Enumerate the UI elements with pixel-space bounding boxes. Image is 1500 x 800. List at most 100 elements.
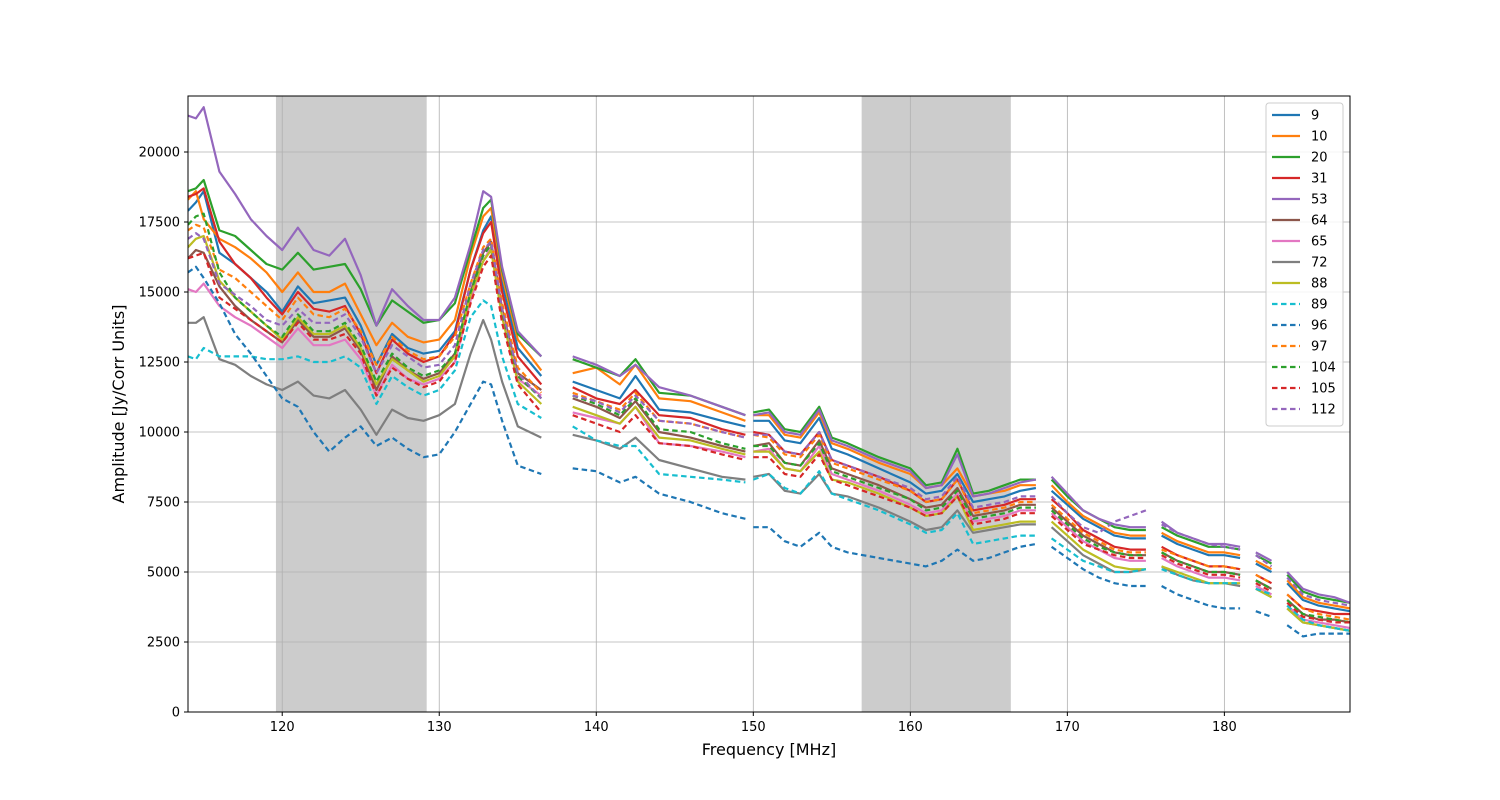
series-line-10 (572, 363, 746, 422)
series-line-31 (572, 386, 746, 436)
series-line-105 (1255, 582, 1273, 593)
series-line-89 (1161, 568, 1241, 585)
y-tick-label: 2500 (147, 636, 180, 651)
series-line-104 (1255, 579, 1273, 590)
x-tick-label: 140 (584, 720, 609, 735)
series-line-105 (1286, 601, 1350, 624)
series-line-96 (188, 265, 542, 476)
series-line-112 (188, 232, 543, 400)
series-line-72 (188, 316, 542, 439)
series-line-31 (188, 187, 543, 386)
series-line-112 (1050, 495, 1147, 534)
legend-label-64: 64 (1311, 214, 1328, 229)
series-line-96 (1255, 610, 1272, 618)
series-line-112 (572, 394, 746, 439)
y-tick-label: 20000 (139, 146, 180, 161)
y-tick-label: 5000 (147, 566, 180, 581)
series-line-112 (753, 430, 1036, 509)
series-line-10 (1255, 559, 1273, 571)
x-tick-label: 180 (1212, 720, 1237, 735)
series-line-105 (572, 414, 746, 462)
series-line-104 (188, 212, 543, 400)
x-axis-label: Frequency [MHz] (702, 740, 836, 759)
series-line-96 (1050, 545, 1146, 588)
grid-lines (188, 96, 1350, 713)
series-line-97 (1255, 573, 1273, 585)
series-line-9 (572, 374, 746, 428)
series-line-96 (753, 526, 1037, 568)
series-line-64 (1161, 551, 1241, 576)
x-tick-label: 150 (741, 720, 766, 735)
series-line-89 (1255, 587, 1272, 596)
y-tick-label: 15000 (139, 286, 180, 301)
series-line-97 (1050, 503, 1146, 554)
series-line-89 (1286, 604, 1350, 632)
series-line-20 (1161, 526, 1241, 551)
series-line-9 (753, 416, 1037, 504)
legend: 9 10 20 31 53 64 65 72 88 89 96 97 104 105 112 (1265, 102, 1344, 427)
series-line-53 (572, 355, 746, 417)
series-104 (188, 212, 1350, 624)
series-line-20 (188, 178, 543, 358)
y-tick-label: 0 (172, 706, 180, 721)
series-line-105 (188, 251, 543, 414)
series-line-104 (1286, 599, 1350, 624)
legend-label-53: 53 (1311, 193, 1328, 208)
series-line-89 (752, 470, 1036, 546)
series-line-89 (1050, 537, 1147, 574)
series-line-88 (1050, 520, 1146, 571)
y-axis-label: Amplitude [Jy/Corr Units] (109, 305, 128, 504)
series-line-88 (753, 450, 1036, 532)
series-line-89 (188, 299, 542, 419)
legend-label-97: 97 (1311, 340, 1328, 355)
series-line-65 (1161, 557, 1241, 582)
legend-label-72: 72 (1311, 256, 1328, 271)
series-line-97 (753, 433, 1036, 515)
series-line-10 (1050, 484, 1146, 537)
shaded-band-1 (275, 96, 427, 712)
series-line-10 (1286, 579, 1350, 610)
series-line-9 (1050, 489, 1146, 540)
series-line-53 (753, 408, 1037, 498)
series-line-53 (1160, 520, 1241, 548)
legend-label-31: 31 (1311, 172, 1328, 187)
series-line-72 (1050, 526, 1147, 574)
series-line-97 (1161, 548, 1241, 571)
y-tick-label: 7500 (147, 496, 180, 511)
series-line-105 (1050, 515, 1146, 560)
data-series (188, 106, 1350, 638)
legend-label-10: 10 (1311, 130, 1328, 145)
series-105 (188, 251, 1350, 624)
y-tick-label: 12500 (139, 356, 180, 371)
series-line-9 (1255, 562, 1273, 573)
legend-label-105: 105 (1311, 382, 1336, 397)
shaded-bands (275, 96, 1011, 712)
series-89 (188, 299, 1350, 632)
series-line-96 (1286, 624, 1350, 638)
x-tick-label: 170 (1055, 720, 1080, 735)
series-line-65 (572, 405, 746, 459)
series-line-89 (572, 425, 746, 484)
plot-frame (187, 95, 1351, 713)
series-line-104 (1050, 509, 1146, 557)
x-tick-label: 120 (270, 720, 295, 735)
series-line-9 (1161, 534, 1241, 560)
series-line-10 (1161, 531, 1241, 557)
series-line-53 (1050, 476, 1146, 529)
series-line-10 (188, 190, 543, 372)
series-line-20 (1286, 574, 1350, 604)
series-line-96 (572, 467, 746, 520)
legend-label-112: 112 (1311, 403, 1336, 418)
legend-box (1265, 102, 1344, 427)
series-line-88 (572, 405, 746, 456)
series-line-9 (1286, 582, 1350, 613)
series-line-112 (1255, 554, 1273, 568)
legend-label-9: 9 (1311, 109, 1319, 124)
axis-ticks: 120 130 140 150 160 170 180 0 2500 5000 7500 10000 1… (139, 146, 1237, 736)
legend-label-89: 89 (1311, 298, 1328, 313)
series-line-64 (572, 397, 746, 453)
legend-label-104: 104 (1311, 361, 1336, 376)
series-line-112 (1286, 576, 1350, 607)
